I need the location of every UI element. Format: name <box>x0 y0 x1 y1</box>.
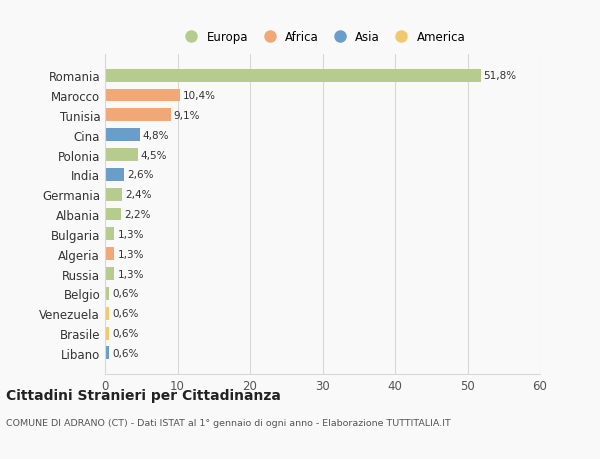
Text: 1,3%: 1,3% <box>118 249 144 259</box>
Text: 1,3%: 1,3% <box>118 269 144 279</box>
Bar <box>105 208 121 221</box>
Text: 4,5%: 4,5% <box>140 150 167 160</box>
Text: 2,6%: 2,6% <box>127 170 153 180</box>
Text: 0,6%: 0,6% <box>112 348 139 358</box>
Text: 9,1%: 9,1% <box>174 111 200 121</box>
Text: 10,4%: 10,4% <box>184 91 217 101</box>
Text: 0,6%: 0,6% <box>112 289 139 299</box>
Text: 0,6%: 0,6% <box>112 308 139 319</box>
Bar <box>105 70 481 83</box>
Bar <box>105 109 171 122</box>
Bar <box>105 327 109 340</box>
Bar <box>105 228 115 241</box>
Text: 2,4%: 2,4% <box>125 190 152 200</box>
Legend: Europa, Africa, Asia, America: Europa, Africa, Asia, America <box>177 29 468 47</box>
Bar <box>105 248 115 261</box>
Bar <box>105 188 122 201</box>
Bar <box>105 90 181 102</box>
Bar <box>105 307 109 320</box>
Bar <box>105 168 124 181</box>
Text: 1,3%: 1,3% <box>118 230 144 239</box>
Text: 51,8%: 51,8% <box>484 71 517 81</box>
Text: Cittadini Stranieri per Cittadinanza: Cittadini Stranieri per Cittadinanza <box>6 388 281 402</box>
Bar <box>105 268 115 280</box>
Bar <box>105 149 137 162</box>
Text: 0,6%: 0,6% <box>112 328 139 338</box>
Text: 2,2%: 2,2% <box>124 210 151 219</box>
Text: COMUNE DI ADRANO (CT) - Dati ISTAT al 1° gennaio di ogni anno - Elaborazione TUT: COMUNE DI ADRANO (CT) - Dati ISTAT al 1°… <box>6 418 451 427</box>
Text: 4,8%: 4,8% <box>143 130 169 140</box>
Bar <box>105 287 109 300</box>
Bar <box>105 347 109 359</box>
Bar <box>105 129 140 142</box>
